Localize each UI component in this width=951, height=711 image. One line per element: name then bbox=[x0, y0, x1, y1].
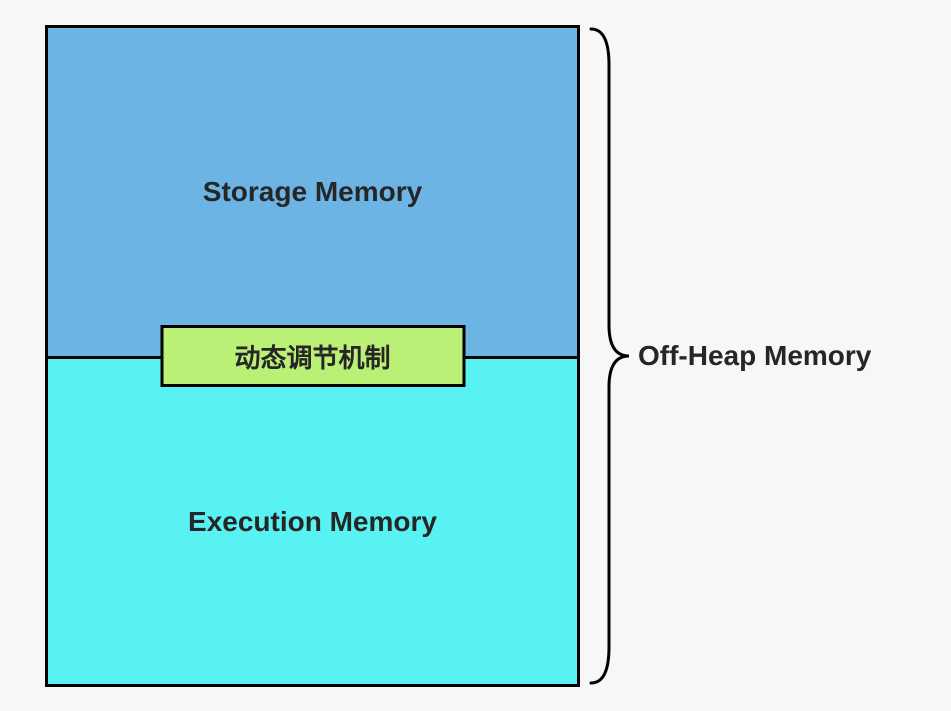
storage-label: Storage Memory bbox=[203, 176, 422, 208]
badge-label: 动态调节机制 bbox=[234, 338, 390, 375]
memory-box: Storage Memory Execution Memory 动态调节机制 bbox=[45, 25, 580, 687]
execution-label: Execution Memory bbox=[188, 506, 437, 538]
storage-region: Storage Memory bbox=[48, 28, 577, 356]
execution-region: Execution Memory bbox=[48, 356, 577, 684]
dynamic-adjust-badge: 动态调节机制 bbox=[160, 325, 465, 387]
brace-icon bbox=[585, 25, 635, 687]
off-heap-label: Off-Heap Memory bbox=[638, 340, 871, 372]
